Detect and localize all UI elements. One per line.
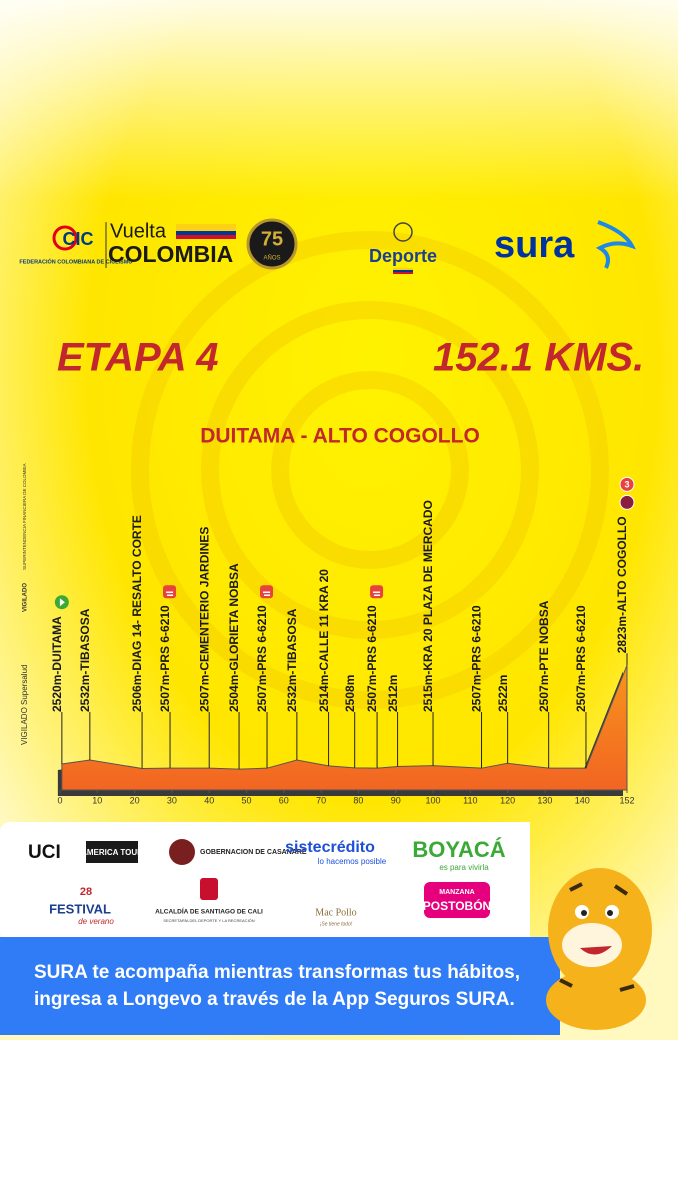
casanare: GOBERNACION DE CASANARE	[200, 849, 307, 856]
flag-blue	[176, 231, 236, 235]
x-tick-label: 100	[426, 795, 441, 805]
category-label: 3	[624, 480, 629, 490]
deporte-logo: Deporte	[369, 222, 437, 274]
waypoint-label: 2520m-DUITAMA	[50, 616, 64, 712]
anniversary: 75	[261, 228, 283, 250]
x-tick-label: 20	[130, 795, 140, 805]
cali-sub: SECRETARÍA DEL DEPORTE Y LA RECREACIÓN	[163, 918, 254, 923]
sponsor-panel-edge	[510, 822, 530, 942]
waypoint-label: 2522m	[496, 675, 510, 712]
category-badge	[619, 476, 635, 492]
fcc-logo: CIC FEDERACIÓN COLOMBIANA DE CICLISMO	[19, 225, 133, 265]
festival-sub: de verano	[78, 917, 114, 926]
fcc-name: FEDERACIÓN COLOMBIANA DE CICLISMO	[19, 257, 133, 265]
waypoint-label: 2508m	[343, 675, 357, 712]
x-tick-label: 60	[279, 795, 289, 805]
decor-circles	[131, 231, 609, 709]
waypoint-label: 2507m-PRS 6-6210	[574, 605, 588, 712]
postobon-box	[424, 882, 490, 918]
fcc-short: CIC	[63, 229, 94, 249]
flag-yellow	[176, 224, 236, 231]
waypoint-label: 2507m-PRS 6-6210	[470, 605, 484, 712]
x-tick-label: 152	[619, 795, 634, 805]
macpollo-slogan: ¡Se tiene todo!	[320, 921, 353, 927]
sprint-icon-glyph	[166, 591, 174, 597]
sistecredito-slogan: lo hacemos posible	[318, 857, 387, 866]
cali: ALCALDÍA DE SANTIAGO DE CALI	[155, 907, 263, 916]
x-tick-label: 90	[391, 795, 401, 805]
festival-number: 28	[80, 886, 92, 898]
waypoint-label: 2507m-PRS 6-6210	[158, 605, 172, 712]
waypoint-label: 2507m-PRS 6-6210	[255, 605, 269, 712]
flag-red	[176, 235, 236, 239]
supersalud: VIGILADO Supersalud	[20, 665, 29, 745]
waypoint-label: 2507m-PTE NOBSA	[537, 600, 551, 712]
sistecredito: sistecrédito	[285, 839, 375, 856]
waypoint-label: 2507m-CEMENTERIO JARDINES	[197, 527, 211, 712]
x-tick-label: 70	[316, 795, 326, 805]
finish-icon	[619, 494, 635, 510]
waypoint-label: 2823m-ALTO COGOLLO	[615, 516, 629, 653]
bottom-white	[0, 1040, 678, 1200]
waypoint-label: 2532m-TIBASOSA	[285, 608, 299, 712]
waypoint-label: 2507m-PRS 6-6210	[365, 605, 379, 712]
vigilado: VIGILADO	[23, 583, 29, 612]
vuelta: Vuelta	[110, 220, 167, 242]
manzana: MANZANA	[439, 889, 474, 896]
uci: UCI	[28, 842, 61, 863]
stage-route: DUITAMA - ALTO COGOLLO	[200, 425, 480, 448]
sura: sura	[494, 224, 575, 266]
banner	[0, 937, 560, 1035]
elevation-profile: 0 10 20 30 40 50 60 70 80 90 100 110 120 130 140 152 252…	[50, 476, 635, 805]
deporte: Deporte	[369, 246, 437, 266]
boyaca-slogan: es para vivirla	[439, 863, 489, 872]
sura-wing	[595, 220, 637, 269]
x-tick-label: 50	[242, 795, 252, 805]
cali-shield	[200, 878, 218, 900]
sprint-icon-glyph	[373, 591, 381, 597]
postobon: POSTOBÓN	[423, 898, 491, 913]
x-tick-label: 120	[500, 795, 515, 805]
anniversary-badge	[246, 218, 298, 270]
mascot	[546, 868, 652, 1030]
x-tick-label: 40	[204, 795, 214, 805]
macpollo: Mac Pollo	[315, 907, 356, 918]
x-tick-label: 140	[575, 795, 590, 805]
colombia: COLOMBIA	[108, 241, 233, 267]
x-tick-label: 80	[353, 795, 363, 805]
x-tick-label: 110	[463, 795, 477, 805]
casanare-shield	[169, 839, 195, 865]
stage-title: ETAPA 4	[57, 336, 219, 380]
america-tour-box	[86, 841, 138, 863]
x-tick-label: 30	[167, 795, 177, 805]
sprint-icon-glyph	[263, 591, 271, 597]
superfinanciera: SUPERINTENDENCIA FINANCIERA DE COLOMBIA	[22, 463, 27, 570]
banner-line1: SURA te acompaña mientras transformas tu…	[34, 962, 520, 983]
waypoint-label: 2514m-CALLE 11 KRA 20	[317, 569, 331, 712]
anniversary-unit: AÑOS	[263, 255, 280, 262]
boyaca: BOYACÁ	[412, 837, 505, 862]
x-tick-label: 10	[92, 795, 102, 805]
stage-distance: 152.1 KMS.	[433, 336, 644, 380]
waypoint-label: 2515m-KRA 20 PLAZA DE MERCADO	[421, 500, 435, 712]
waypoint-label: 2504m-GLORIETA NOBSA	[227, 563, 241, 712]
waypoint-label: 2506m-DIAG 14- RESALTO CORTE	[130, 515, 144, 712]
waypoint-label: 2512m	[386, 675, 400, 712]
x-tick-label: 130	[537, 795, 552, 805]
start-icon-glyph	[59, 598, 65, 607]
america-tour: AMERICA TOUR	[81, 848, 143, 857]
top-fade	[0, 0, 678, 200]
waypoint-label: 2532m-TIBASOSA	[78, 608, 92, 712]
x-tick-label: 0	[57, 795, 62, 805]
festival: FESTIVAL	[49, 901, 111, 916]
banner-line2: ingresa a Longevo a través de la App Seg…	[34, 989, 515, 1010]
